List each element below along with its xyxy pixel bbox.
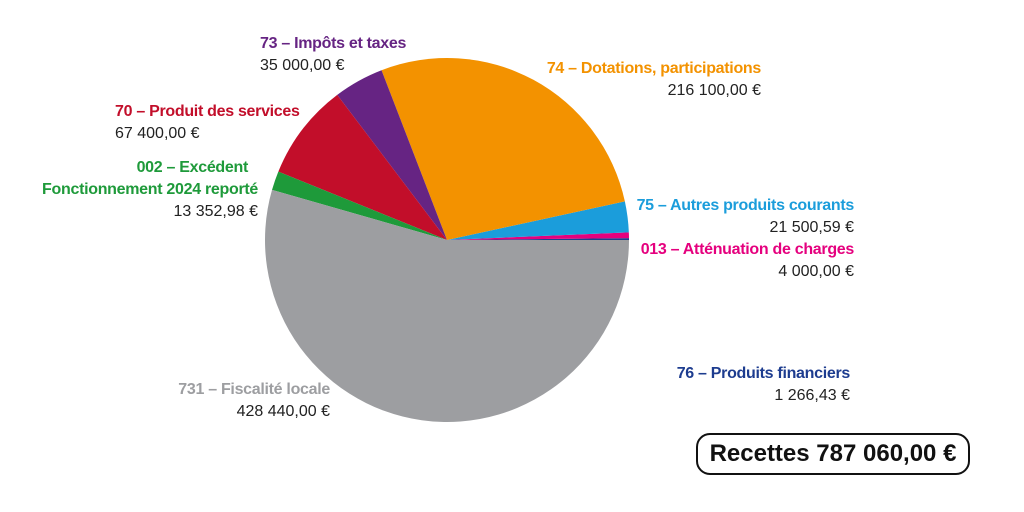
slice-value: 216 100,00 € (667, 82, 761, 99)
label-731: 731 – Fiscalité locale 428 440,00 € (178, 379, 330, 423)
slice-value: 4 000,00 € (778, 263, 854, 280)
pie-slice-3 (381, 57, 625, 241)
label-75: 75 – Autres produits courants 21 500,59 … (636, 195, 855, 239)
pie-slice-2 (447, 201, 629, 240)
slice-label: 73 – Impôts et taxes (260, 35, 407, 52)
slice-value: 1 266,43 € (774, 387, 850, 404)
pie-slice-0 (447, 238, 629, 240)
slice-label: 731 – Fiscalité locale (178, 381, 330, 398)
slice-value: 67 400,00 € (115, 125, 200, 142)
slice-label: 74 – Dotations, participations (546, 60, 761, 77)
slice-label: 013 – Atténuation de charges (640, 241, 855, 258)
slice-label: 70 – Produit des services (115, 103, 300, 120)
total-revenue-badge: Recettes 787 060,00 € (696, 433, 970, 475)
label-73: 73 – Impôts et taxes 35 000,00 € (260, 33, 406, 77)
slice-value: 21 500,59 € (769, 219, 854, 236)
label-013: 013 – Atténuation de charges 4 000,00 € (640, 239, 855, 283)
pie-slice-4 (337, 70, 447, 240)
slice-label: 76 – Produits financiers (676, 365, 851, 382)
label-70: 70 – Produit des services 67 400,00 € (115, 101, 300, 145)
label-76: 76 – Produits financiers 1 266,43 € (676, 363, 851, 407)
slice-label-line1: 002 – Excédent (136, 159, 249, 176)
pie-slice-6 (272, 171, 447, 240)
slice-label: Fonctionnement 2024 reporté (42, 181, 258, 198)
slice-value: 13 352,98 € (173, 203, 258, 220)
label-002: 002 – Excédent Fonctionnement 2024 repor… (42, 157, 258, 223)
label-74: 74 – Dotations, participations 216 100,0… (547, 58, 761, 102)
pie-slice-1 (447, 232, 629, 240)
pie-slice-5 (278, 94, 447, 240)
slice-label: 75 – Autres produits courants (636, 197, 855, 214)
pie-slice-7 (265, 189, 629, 423)
slice-value: 428 440,00 € (236, 403, 330, 420)
slice-value: 35 000,00 € (260, 57, 345, 74)
